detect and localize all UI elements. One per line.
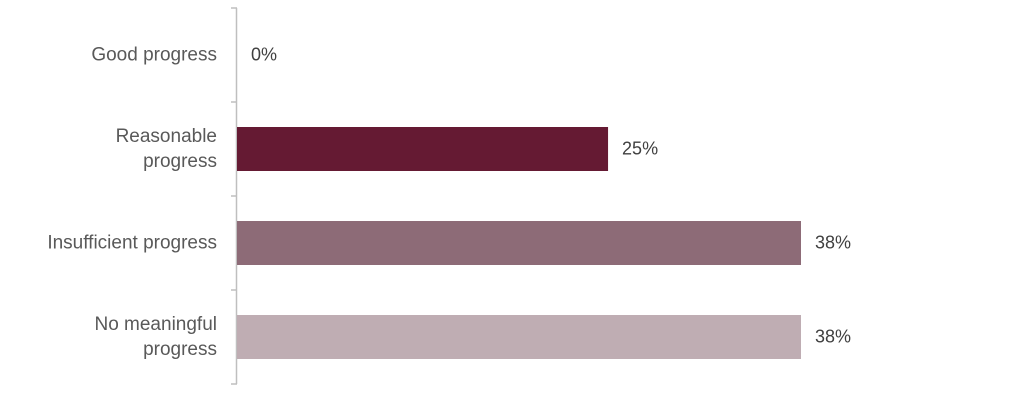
bar — [237, 221, 801, 265]
category-label: Reasonable progress — [115, 126, 217, 172]
category-label: Good progress — [91, 44, 217, 66]
bar — [237, 127, 609, 171]
category-label: Insufficient progress — [47, 232, 217, 254]
data-label: 38% — [815, 326, 852, 347]
category-label: No meaningful progress — [94, 314, 217, 360]
data-label: 38% — [815, 232, 852, 253]
data-label: 25% — [622, 138, 659, 159]
bar — [237, 315, 801, 359]
data-label: 0% — [251, 44, 278, 65]
